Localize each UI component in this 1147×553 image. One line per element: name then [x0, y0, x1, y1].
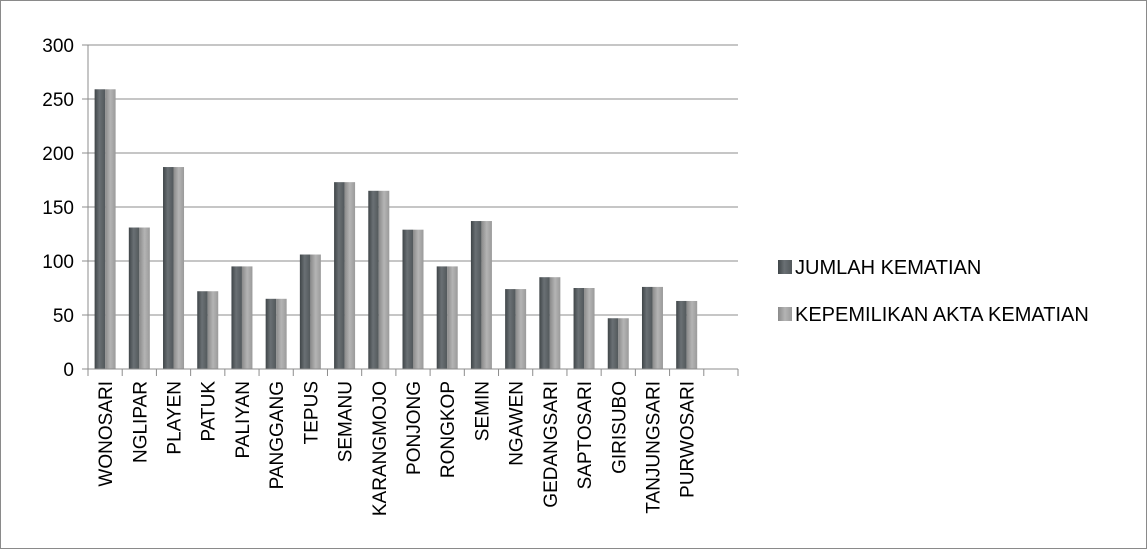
bar-jumlah-kematian — [94, 89, 106, 369]
bar-kepemilikan-akta-kematian — [139, 227, 150, 369]
bar-jumlah-kematian — [231, 266, 242, 369]
y-tick-label: 0 — [63, 360, 74, 381]
bar-kepemilikan-akta-kematian — [447, 266, 458, 369]
x-tick-label: PURWOSARI — [678, 381, 699, 498]
bar-jumlah-kematian — [436, 266, 448, 369]
x-tick-label: RONGKOP — [438, 381, 459, 478]
bar-kepemilikan-akta-kematian — [241, 266, 253, 369]
x-tick-label: PALIYAN — [233, 381, 254, 458]
bar-jumlah-kematian — [676, 300, 687, 369]
y-tick-label: 300 — [42, 36, 74, 57]
bar-jumlah-kematian — [539, 277, 550, 369]
x-tick-label: PLAYEN — [165, 381, 186, 455]
bar-jumlah-kematian — [402, 229, 413, 369]
bar-jumlah-kematian — [128, 227, 140, 369]
bar-kepemilikan-akta-kematian — [584, 288, 595, 369]
bar-kepemilikan-akta-kematian — [310, 254, 321, 369]
x-tick-label: WONOSARI — [96, 381, 117, 487]
bar-jumlah-kematian — [368, 190, 379, 369]
bar-jumlah-kematian — [334, 182, 345, 369]
x-tick-label: GEDANGSARI — [541, 381, 562, 508]
bar-kepemilikan-akta-kematian — [549, 277, 561, 369]
bar-jumlah-kematian — [163, 167, 174, 369]
x-tick-label: SEMANU — [336, 381, 357, 462]
bar-jumlah-kematian — [505, 289, 516, 369]
legend: JUMLAH KEMATIAN KEPEMILIKAN AKTA KEMATIAN — [778, 257, 1089, 326]
bar-kepemilikan-akta-kematian — [173, 167, 185, 369]
y-tick-label: 150 — [42, 198, 74, 219]
x-tick-label: PANGGANG — [267, 381, 288, 489]
axes — [87, 45, 739, 376]
bar-kepemilikan-akta-kematian — [515, 289, 527, 369]
x-axis-labels: WONOSARI NGLIPAR PLAYEN PATUK PALIYAN PANGGAN… — [96, 381, 699, 516]
gridlines — [88, 44, 738, 316]
y-tick-label: 50 — [53, 306, 74, 327]
x-tick-label: NGLIPAR — [130, 381, 151, 463]
x-tick-label: PATUK — [199, 381, 220, 442]
legend-swatch — [778, 307, 792, 321]
bar-kepemilikan-akta-kematian — [105, 89, 116, 369]
bar-kepemilikan-akta-kematian — [652, 286, 663, 369]
x-tick-label: SEMIN — [472, 381, 493, 441]
bar-kepemilikan-akta-kematian — [618, 318, 629, 369]
bar-kepemilikan-akta-kematian — [207, 291, 219, 369]
bar-jumlah-kematian — [641, 286, 653, 369]
legend-label: JUMLAH KEMATIAN — [795, 257, 981, 279]
x-tick-label: KARANGMOJO — [370, 381, 391, 516]
y-tick-label: 250 — [42, 90, 74, 111]
y-tick-label: 100 — [42, 252, 74, 273]
x-tick-label: GIRISUBO — [609, 381, 630, 474]
bar-jumlah-kematian — [573, 288, 585, 369]
bar-kepemilikan-akta-kematian — [686, 300, 698, 369]
x-tick-label: NGAWEN — [507, 381, 528, 466]
y-tick-label: 200 — [42, 144, 74, 165]
bar-jumlah-kematian — [470, 221, 482, 369]
bar-kepemilikan-akta-kematian — [481, 221, 492, 369]
bar-jumlah-kematian — [197, 291, 208, 369]
x-tick-label: PONJONG — [404, 381, 425, 475]
legend-label: KEPEMILIKAN AKTA KEMATIAN — [795, 304, 1089, 326]
x-tick-label: TEPUS — [301, 381, 322, 444]
bar-jumlah-kematian — [607, 318, 619, 369]
bar-kepemilikan-akta-kematian — [378, 190, 390, 369]
bar-jumlah-kematian — [299, 254, 311, 369]
y-axis-ticks: 0 50 100 150 200 250 300 — [42, 36, 88, 381]
x-tick-label: TANJUNGSARI — [643, 381, 664, 514]
bar-kepemilikan-akta-kematian — [276, 298, 287, 369]
bars — [94, 89, 698, 369]
bar-kepemilikan-akta-kematian — [344, 182, 356, 369]
bar-jumlah-kematian — [265, 298, 277, 369]
bar-kepemilikan-akta-kematian — [413, 229, 424, 369]
x-tick-label: SAPTOSARI — [575, 381, 596, 489]
legend-swatch — [778, 260, 792, 274]
